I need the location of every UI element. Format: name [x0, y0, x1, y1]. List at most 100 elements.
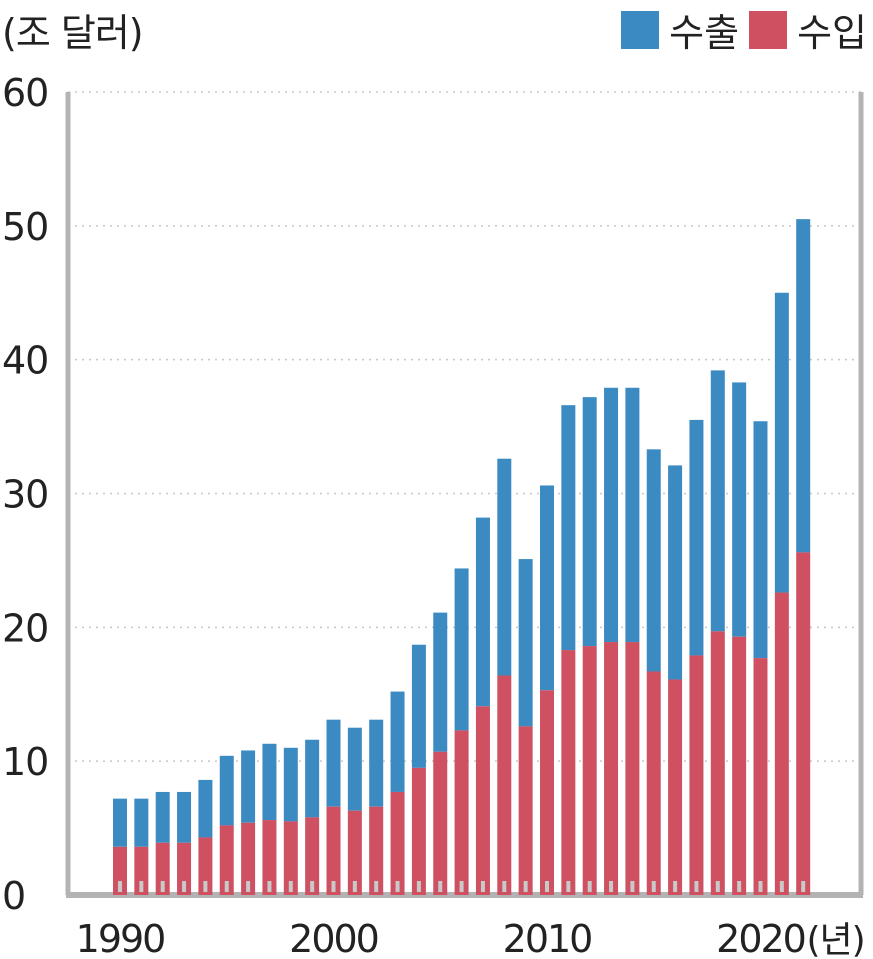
bar-export-2002	[369, 719, 384, 807]
x-tick-label-2020: 2020	[716, 917, 805, 959]
bar-base-tick-2003	[395, 881, 400, 892]
bar-base-tick-2016	[673, 881, 678, 892]
legend-item-import: 수입	[749, 2, 867, 57]
bar-base-tick-1996	[246, 881, 251, 892]
bar-import-2000	[326, 806, 341, 895]
bar-export-1997	[262, 743, 277, 821]
bar-import-1996	[241, 822, 256, 895]
legend-label-import: 수입	[797, 11, 867, 55]
bar-import-2006	[454, 730, 469, 895]
bar-base-tick-1994	[203, 881, 208, 892]
bar-base-tick-2008	[502, 881, 507, 892]
x-tick-label-1990: 1990	[76, 917, 165, 959]
bar-export-2004	[411, 644, 426, 768]
bar-base-tick-2022	[801, 881, 806, 892]
bar-base-tick-2019	[737, 881, 742, 892]
bar-import-1997	[262, 820, 277, 895]
bar-base-tick-1993	[182, 881, 187, 892]
bar-export-2020	[753, 421, 768, 659]
bar-export-2012	[582, 397, 597, 647]
bar-export-1996	[241, 750, 256, 823]
bar-base-tick-1992	[160, 881, 165, 892]
y-tick-label-0: 0	[2, 874, 25, 918]
bar-export-1991	[134, 798, 149, 847]
bar-export-2007	[475, 517, 490, 707]
y-tick-label-50: 50	[2, 205, 48, 249]
y-tick-label-40: 40	[2, 339, 48, 383]
bar-base-tick-2005	[438, 881, 443, 892]
legend-swatch-export	[621, 10, 660, 49]
bar-base-tick-1995	[224, 881, 229, 892]
bar-base-tick-2020	[758, 881, 763, 892]
bar-export-2021	[774, 292, 789, 593]
bar-base-tick-2017	[694, 881, 699, 892]
bar-export-1998	[283, 747, 298, 822]
bar-export-2000	[326, 719, 341, 807]
bar-import-1998	[283, 821, 298, 895]
bar-base-tick-2015	[651, 881, 656, 892]
bar-import-2004	[411, 767, 426, 895]
bar-import-2021	[774, 592, 789, 895]
x-axis-unit-label: (년)	[807, 920, 865, 959]
bar-export-2018	[710, 370, 725, 632]
bar-base-tick-2000	[331, 881, 336, 892]
bar-base-tick-1997	[267, 881, 272, 892]
bar-base-tick-2013	[609, 881, 614, 892]
bar-import-2014	[625, 642, 640, 895]
bar-import-2017	[689, 655, 704, 895]
bar-base-tick-2006	[459, 881, 464, 892]
bar-base-tick-2012	[587, 881, 592, 892]
bar-base-tick-2004	[416, 881, 421, 892]
bar-base-tick-2007	[480, 881, 485, 892]
bar-import-2018	[710, 631, 725, 895]
bar-export-2015	[646, 449, 661, 672]
bar-export-2017	[689, 419, 704, 656]
bar-base-tick-2011	[566, 881, 571, 892]
bar-export-2010	[540, 485, 554, 691]
bar-export-2006	[454, 568, 469, 731]
bar-base-tick-2014	[630, 881, 635, 892]
bar-base-tick-2002	[374, 881, 379, 892]
bar-import-2012	[582, 646, 597, 895]
bar-export-1992	[155, 791, 170, 843]
x-tick-label-2010: 2010	[503, 917, 592, 959]
bar-base-tick-2001	[352, 881, 357, 892]
bar-import-1991	[134, 846, 149, 895]
bar-import-1994	[198, 837, 213, 895]
legend-swatch-import	[749, 10, 788, 49]
bar-import-2020	[753, 658, 768, 895]
y-tick-label-30: 30	[2, 473, 48, 517]
x-tick-label-2000: 2000	[289, 917, 378, 959]
bar-export-1990	[113, 798, 127, 847]
bar-import-2016	[668, 679, 683, 895]
bar-export-2019	[732, 382, 747, 637]
bar-base-tick-1999	[310, 881, 315, 892]
bar-export-2022	[796, 219, 811, 553]
bar-import-2007	[475, 706, 490, 895]
legend-item-export: 수출	[621, 2, 739, 57]
bar-import-1992	[155, 842, 170, 895]
bar-base-tick-2021	[779, 881, 784, 892]
bar-import-2003	[390, 791, 405, 895]
bar-export-2014	[625, 387, 640, 643]
bar-import-1993	[177, 842, 192, 895]
y-tick-label-60: 60	[2, 71, 48, 115]
bar-base-tick-2010	[545, 881, 549, 892]
y-tick-label-20: 20	[2, 606, 48, 650]
bar-base-tick-1991	[139, 881, 144, 892]
bar-import-2015	[646, 671, 661, 895]
bar-export-2011	[561, 405, 576, 651]
bar-export-2003	[390, 691, 405, 792]
bar-base-tick-1990	[118, 881, 122, 892]
bar-export-1999	[305, 739, 320, 818]
bar-import-1990	[113, 846, 127, 895]
bar-base-tick-2018	[715, 881, 720, 892]
bar-export-2016	[668, 465, 683, 680]
bar-import-2019	[732, 636, 747, 895]
bar-export-1995	[219, 755, 234, 826]
y-axis-unit-label: (조 달러)	[2, 11, 144, 55]
bar-base-tick-1998	[288, 881, 293, 892]
y-tick-label-10: 10	[2, 740, 48, 784]
bar-export-2009	[518, 559, 533, 727]
